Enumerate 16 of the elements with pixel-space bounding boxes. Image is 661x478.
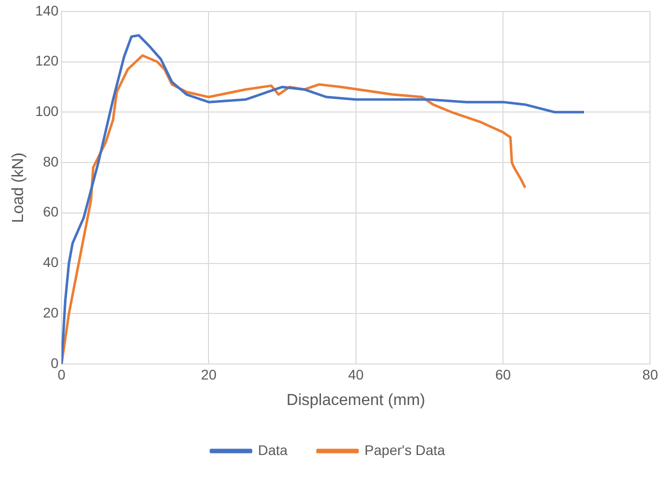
y-tick-label: 140 xyxy=(35,2,59,18)
x-tick-label: 60 xyxy=(495,366,512,382)
y-axis-title: Load (kN) xyxy=(10,152,28,223)
y-tick-label: 40 xyxy=(42,254,59,270)
y-tick-label: 100 xyxy=(35,103,59,119)
legend-label: Paper's Data xyxy=(364,442,446,458)
x-tick-label: 20 xyxy=(200,366,217,382)
x-tick-label: 80 xyxy=(642,366,658,382)
x-tick-label: 40 xyxy=(348,366,364,382)
legend-label: Data xyxy=(258,442,288,458)
x-axis-title: Displacement (mm) xyxy=(286,392,426,409)
y-tick-label: 20 xyxy=(42,304,59,320)
y-tick-label: 60 xyxy=(42,204,59,220)
y-tick-label: 80 xyxy=(42,153,59,170)
y-tick-label: 120 xyxy=(35,52,59,69)
y-tick-label: 0 xyxy=(50,354,59,371)
